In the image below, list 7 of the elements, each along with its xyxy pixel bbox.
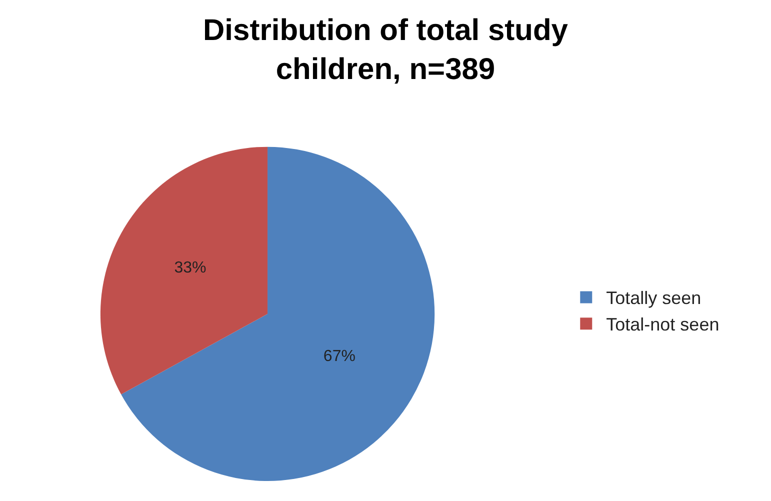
pie-slice (100, 146, 268, 394)
legend-label: Totally seen (606, 288, 702, 308)
data-label: 67% (323, 348, 356, 365)
legend-label: Total-not seen (606, 314, 720, 335)
chart-title: Distribution of total study children, n=389 (203, 14, 568, 86)
pie-slice (121, 146, 434, 481)
data-label: 33% (174, 260, 206, 277)
